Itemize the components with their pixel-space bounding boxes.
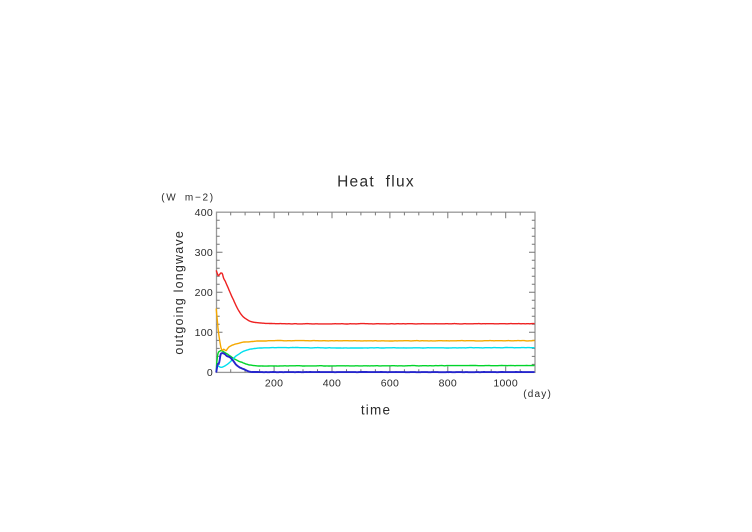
svg-text:(W m−2): (W m−2) [161, 192, 215, 203]
svg-text:200: 200 [265, 377, 283, 389]
svg-text:outgoing longwave: outgoing longwave [172, 230, 186, 355]
svg-text:0: 0 [207, 367, 213, 379]
svg-text:(day): (day) [523, 389, 552, 400]
svg-text:600: 600 [381, 377, 399, 389]
svg-text:300: 300 [195, 247, 213, 259]
svg-text:800: 800 [439, 377, 457, 389]
svg-text:400: 400 [323, 377, 341, 389]
svg-text:400: 400 [195, 207, 213, 219]
svg-text:100: 100 [195, 327, 213, 339]
svg-text:Heat flux: Heat flux [337, 174, 415, 191]
svg-text:200: 200 [195, 287, 213, 299]
svg-text:time: time [361, 403, 391, 418]
svg-text:1000: 1000 [493, 377, 518, 389]
